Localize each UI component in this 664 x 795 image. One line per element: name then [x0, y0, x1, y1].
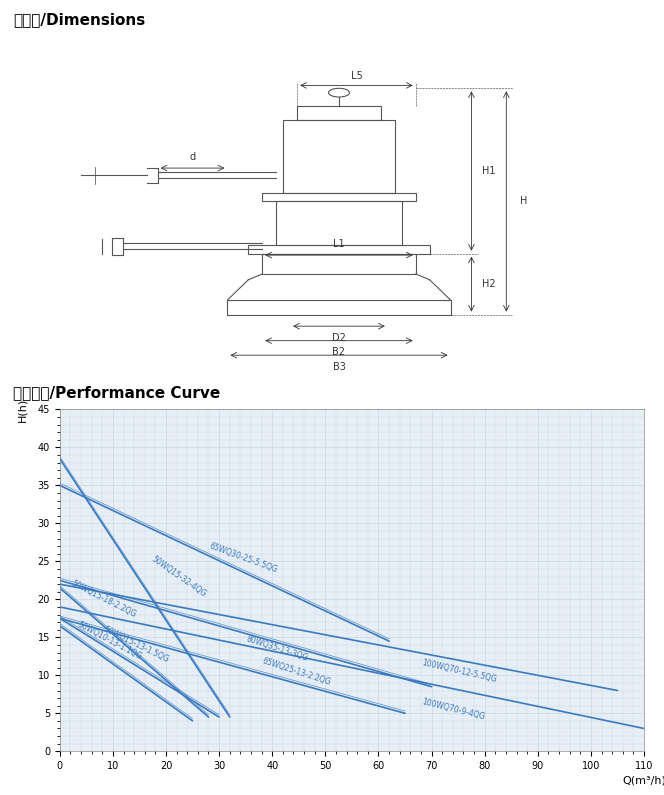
Text: 65WQ25-13-2.2QG: 65WQ25-13-2.2QG [262, 656, 333, 687]
Text: 尺寸图/Dimensions: 尺寸图/Dimensions [13, 12, 145, 27]
Text: 50WQ15-13-1.5QG: 50WQ15-13-1.5QG [102, 625, 171, 665]
Bar [248, 245, 430, 254]
Text: D2: D2 [332, 333, 346, 343]
Text: L1: L1 [333, 239, 345, 250]
Text: 80WQ35-13-3QG: 80WQ35-13-3QG [246, 634, 310, 663]
Text: B3: B3 [333, 362, 345, 371]
Bar [262, 254, 416, 274]
Text: 50WQ15-32-4QG: 50WQ15-32-4QG [150, 554, 208, 599]
Text: 性能曲线/Performance Curve: 性能曲线/Performance Curve [13, 386, 220, 401]
Text: 100WQ70-12-5.5QG: 100WQ70-12-5.5QG [421, 658, 497, 684]
Bar [284, 120, 395, 192]
Y-axis label: H(h): H(h) [18, 398, 28, 421]
Text: 50WQ15-18-2.2QG: 50WQ15-18-2.2QG [70, 579, 138, 619]
Text: H2: H2 [482, 279, 495, 289]
Bar [297, 106, 381, 120]
Text: d: d [189, 153, 196, 162]
Bar [276, 201, 402, 245]
Text: 100WQ70-9-4QG: 100WQ70-9-4QG [421, 697, 486, 722]
Text: H: H [521, 196, 528, 207]
Text: H1: H1 [482, 166, 495, 176]
Bar [262, 192, 416, 201]
Text: 50WQ10-13-1.1QG: 50WQ10-13-1.1QG [76, 620, 143, 662]
X-axis label: Q(m³/h): Q(m³/h) [622, 775, 664, 785]
Bar [227, 300, 450, 315]
Text: 65WQ30-25-5.5QG: 65WQ30-25-5.5QG [208, 541, 279, 574]
Text: L5: L5 [351, 71, 363, 81]
Text: B2: B2 [333, 347, 345, 357]
